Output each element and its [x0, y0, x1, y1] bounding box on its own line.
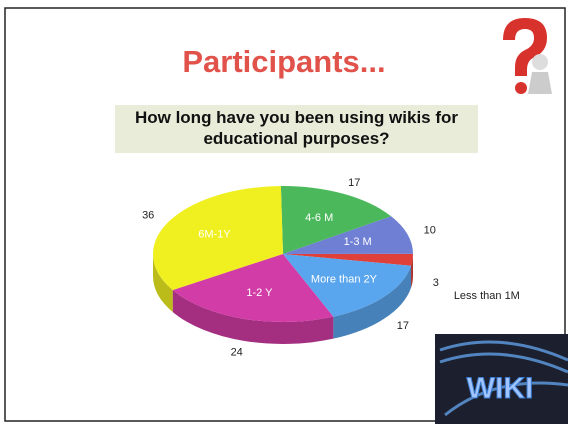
question-icon [503, 18, 552, 94]
question-dot [515, 82, 527, 94]
slice-side [411, 254, 413, 288]
figure-head [532, 54, 548, 70]
value-label: 17 [348, 177, 360, 189]
logo-arcs [439, 340, 568, 417]
slice-side [153, 254, 173, 313]
slice [283, 216, 413, 254]
slice [283, 253, 413, 266]
slice [280, 186, 392, 254]
category-label: Less than 1M [454, 290, 520, 302]
category-label: 6M-1Y [198, 228, 231, 240]
value-label: 3 [433, 277, 439, 289]
value-label: 17 [397, 320, 409, 332]
logo-bg [435, 334, 568, 424]
value-label: 10 [424, 225, 436, 237]
question-mark-shape [503, 18, 547, 76]
subtitle-holder: How long have you been using wikis for e… [134, 108, 459, 148]
slide-title: Participants... [182, 44, 385, 79]
figure-body [528, 72, 552, 94]
subtitle: How long have you been using wikis for e… [134, 108, 459, 148]
slice [153, 186, 283, 291]
category-label: 1-3 M [344, 236, 372, 248]
logo-text: WIKI [467, 372, 534, 405]
category-label: More than 2Y [311, 273, 378, 285]
category-label: 4-6 M [305, 212, 333, 224]
slice-side [333, 265, 412, 339]
category-label: 1-2 Y [246, 287, 273, 299]
subtitle-box [115, 105, 478, 153]
wiki-logo: WIKI [435, 334, 568, 424]
value-label: 36 [142, 210, 154, 222]
slice [172, 254, 334, 322]
slice [283, 254, 412, 317]
value-label: 24 [231, 346, 243, 358]
slice-side [172, 290, 334, 344]
